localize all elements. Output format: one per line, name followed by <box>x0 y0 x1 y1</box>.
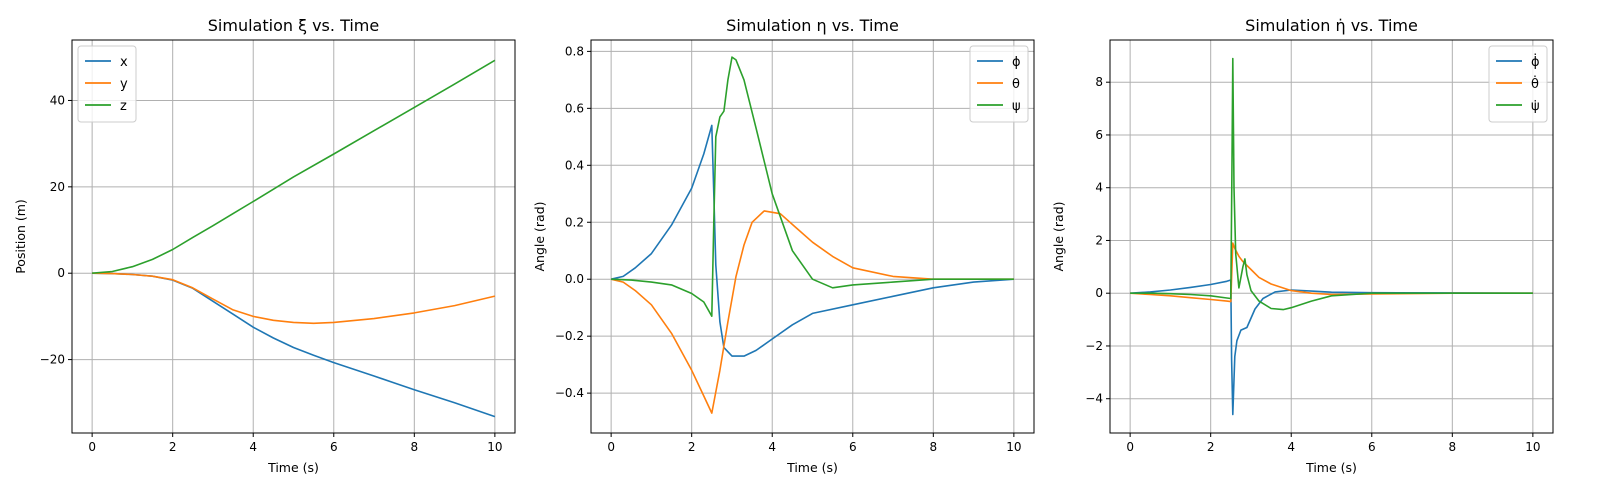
x-tick-label: 10 <box>1006 440 1021 454</box>
chart-title: Simulation η̇ vs. Time <box>1245 16 1418 35</box>
y-axis-label: Angle (rad) <box>1051 201 1066 271</box>
y-tick-label: −2 <box>1085 339 1103 353</box>
y-tick-label: 0.2 <box>565 215 584 229</box>
y-tick-label: 6 <box>1095 128 1103 142</box>
subplot-1: 0 2 4 6 8 10 −20 0 20 40 Simulation ξ vs. Time Time… <box>13 16 516 475</box>
chart-title: Simulation η vs. Time <box>726 16 899 35</box>
axes-frame <box>71 39 516 434</box>
y-tick-label: −4 <box>1085 392 1103 406</box>
legend-label: θ̇ <box>1531 76 1539 92</box>
x-tick-label: 8 <box>1448 440 1456 454</box>
y-tick-label: 0.6 <box>565 101 584 115</box>
x-tick-label: 0 <box>1126 440 1134 454</box>
series-line-2 <box>610 210 1014 414</box>
y-tick-label: 40 <box>50 93 65 107</box>
x-tick-label: 4 <box>768 440 776 454</box>
series-line-2 <box>92 272 496 325</box>
chart-title: Simulation ξ vs. Time <box>208 16 379 35</box>
series-line-1 <box>610 124 1014 357</box>
legend-box <box>77 45 137 123</box>
x-tick-label: 6 <box>1368 440 1376 454</box>
legend-box <box>1488 45 1548 123</box>
x-tick-label: 0 <box>88 440 96 454</box>
series-line-3 <box>611 56 1014 317</box>
legend-label: ψ̇ <box>1531 99 1540 114</box>
y-tick-label: 0.8 <box>565 44 584 58</box>
series-line-1 <box>1130 279 1533 416</box>
y-tick-label: 4 <box>1095 181 1103 195</box>
x-tick-label: 6 <box>330 440 338 454</box>
legend-box <box>969 45 1029 123</box>
legend-label: θ <box>1012 77 1020 92</box>
y-tick-label: −0.4 <box>555 386 584 400</box>
legend-label: ϕ̇ <box>1531 54 1540 70</box>
y-tick-label: 8 <box>1095 75 1103 89</box>
y-tick-label: 0 <box>1095 286 1103 300</box>
x-axis-label: Time (s) <box>1305 460 1357 475</box>
legend: xyz <box>77 45 137 123</box>
y-tick-label: 20 <box>50 180 65 194</box>
x-tick-label: 10 <box>487 440 502 454</box>
x-tick-label: 2 <box>1207 440 1215 454</box>
y-tick-label: −20 <box>40 353 65 367</box>
legend-label: ϕ <box>1012 55 1021 70</box>
x-axis-label: Time (s) <box>267 460 319 475</box>
y-tick-label: 0.4 <box>565 158 584 172</box>
y-tick-label: −0.2 <box>555 329 584 343</box>
x-axis-label: Time (s) <box>786 460 838 475</box>
y-axis-label: Angle (rad) <box>532 201 547 271</box>
legend-label: ψ <box>1012 99 1021 114</box>
x-tick-label: 4 <box>249 440 257 454</box>
x-tick-label: 10 <box>1525 440 1540 454</box>
legend: ϕθψ <box>969 45 1029 123</box>
x-tick-label: 2 <box>169 440 177 454</box>
series-line-2 <box>1130 242 1533 303</box>
series-line-3 <box>1130 57 1533 311</box>
axes-frame <box>590 39 1035 434</box>
legend-label: y <box>120 77 128 92</box>
y-tick-label: 0.0 <box>565 272 584 286</box>
x-tick-label: 4 <box>1287 440 1295 454</box>
y-axis-label: Position (m) <box>13 199 28 274</box>
series-line-1 <box>92 272 496 418</box>
series-line-3 <box>92 59 496 274</box>
y-tick-label: 2 <box>1095 233 1103 247</box>
x-tick-label: 0 <box>607 440 615 454</box>
axes-frame <box>1109 39 1554 434</box>
subplot-2: 0 2 4 6 8 10 −0.4 −0.2 0.0 0.2 0.4 0.6 0.8 Simulation… <box>532 16 1035 475</box>
x-tick-label: 6 <box>849 440 857 454</box>
x-tick-label: 8 <box>929 440 937 454</box>
legend-label: x <box>120 55 128 70</box>
subplot-3: 0 2 4 6 8 10 −4 −2 0 2 4 6 8 Simulation η̇ vs. Time Ti… <box>1051 16 1554 475</box>
legend: ϕ̇ θ̇ ψ̇ <box>1488 45 1548 123</box>
legend-label: z <box>120 99 127 114</box>
y-tick-label: 0 <box>57 266 65 280</box>
x-tick-label: 8 <box>410 440 418 454</box>
x-tick-label: 2 <box>688 440 696 454</box>
